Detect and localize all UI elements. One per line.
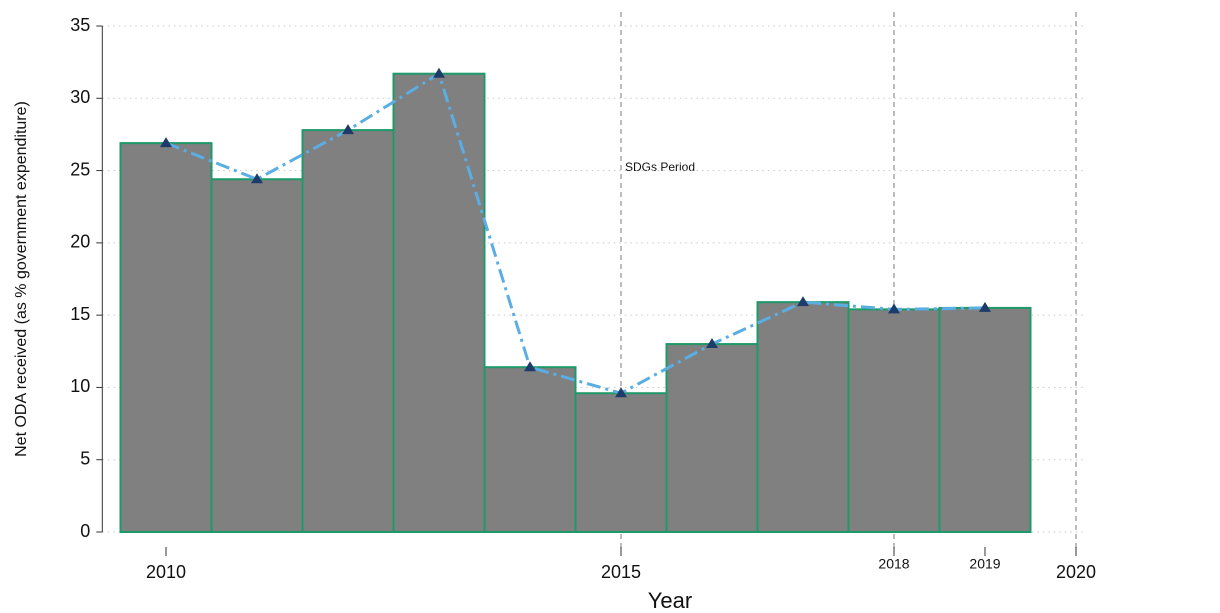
y-axis-label: Net ODA received (as % government expend… bbox=[13, 101, 30, 457]
marker bbox=[979, 301, 991, 312]
bar bbox=[938, 306, 1032, 533]
marker bbox=[797, 296, 809, 307]
bar bbox=[847, 308, 941, 533]
bar bbox=[210, 178, 304, 533]
marker bbox=[888, 303, 900, 314]
y-tick-label: 0 bbox=[80, 521, 90, 541]
marker bbox=[342, 124, 354, 135]
bar bbox=[301, 129, 395, 533]
y-tick-label: 30 bbox=[70, 87, 90, 107]
y-tick-label: 5 bbox=[80, 448, 90, 468]
marker bbox=[706, 338, 718, 349]
x-tick-label: 2018 bbox=[878, 556, 909, 572]
bar bbox=[392, 72, 486, 534]
x-tick-label: 2020 bbox=[1056, 562, 1096, 582]
bar bbox=[483, 366, 577, 533]
marker bbox=[251, 173, 263, 184]
bar bbox=[119, 142, 213, 534]
y-tick-label: 25 bbox=[70, 159, 90, 179]
y-tick-label: 15 bbox=[70, 304, 90, 324]
marker bbox=[524, 361, 536, 372]
x-tick-label: 2010 bbox=[146, 562, 186, 582]
x-tick-label: 2015 bbox=[601, 562, 641, 582]
annotation: SDGs Period bbox=[625, 160, 695, 174]
marker bbox=[160, 137, 172, 148]
bar bbox=[756, 301, 850, 534]
x-axis-label: Year bbox=[648, 588, 692, 613]
marker bbox=[433, 67, 445, 78]
y-tick-label: 20 bbox=[70, 232, 90, 252]
bar bbox=[665, 343, 759, 533]
y-tick-label: 10 bbox=[70, 376, 90, 396]
y-tick-label: 35 bbox=[70, 15, 90, 35]
bar bbox=[574, 392, 668, 533]
marker bbox=[615, 387, 627, 398]
x-tick-label: 2019 bbox=[969, 556, 1000, 572]
